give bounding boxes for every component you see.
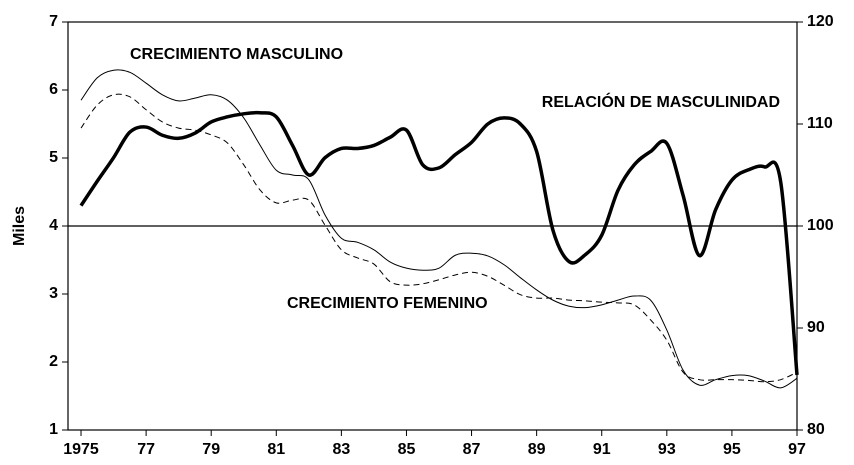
series-line [79, 110, 799, 376]
series-line [80, 69, 798, 389]
y-tick-label: 6 [49, 81, 58, 98]
series-label: CRECIMIENTO MASCULINO [130, 46, 343, 63]
x-tick-label: 93 [658, 441, 676, 458]
series-label: RELACIÓN DE MASCULINIDAD [542, 92, 780, 111]
x-tick-label: 85 [398, 441, 416, 458]
x-tick-label: 87 [463, 441, 481, 458]
y-tick-label: 2 [49, 353, 58, 370]
y-tick-label: 4 [49, 217, 58, 234]
x-tick-label: 1975 [63, 441, 99, 458]
y-tick-label: 5 [49, 149, 58, 166]
x-tick-label: 95 [723, 441, 741, 458]
x-tick-label: 83 [332, 441, 350, 458]
y2-tick-label: 120 [807, 13, 834, 30]
x-tick-label: 81 [267, 441, 285, 458]
x-tick-label: 79 [202, 441, 220, 458]
series-label: CRECIMIENTO FEMENINO [287, 295, 488, 312]
x-tick-label: 89 [528, 441, 546, 458]
x-tick-label: 77 [137, 441, 155, 458]
x-tick-label: 97 [788, 441, 806, 458]
y2-tick-label: 80 [807, 421, 825, 438]
x-tick-label: 91 [593, 441, 611, 458]
y2-tick-label: 100 [807, 217, 834, 234]
y-tick-label: 1 [49, 421, 58, 438]
y-tick-label: 7 [49, 13, 58, 30]
y-axis-label: Miles [11, 206, 28, 246]
y-tick-label: 3 [49, 285, 58, 302]
y2-tick-label: 110 [807, 115, 833, 132]
y2-tick-label: 90 [807, 319, 825, 336]
